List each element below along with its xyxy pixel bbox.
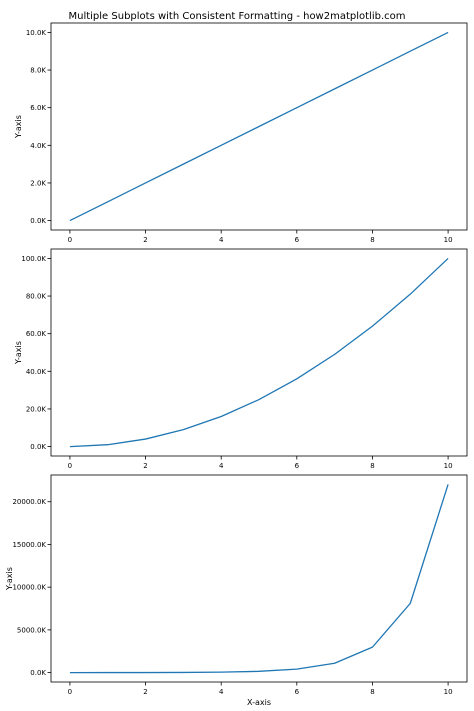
x-tick-label: 6 <box>295 462 300 470</box>
figure-title: Multiple Subplots with Consistent Format… <box>68 11 406 22</box>
x-tick-label: 2 <box>143 688 147 696</box>
subplot-1: 0 2 4 6 8 10 0.0K 2.0K 4.0K 6.0K 8.0K 10.0K Y-axis <box>14 22 468 244</box>
y-tick-label: 5000.0K <box>17 626 46 634</box>
y-tick-label: 0.0K <box>30 443 46 451</box>
y-tick-label: 4.0K <box>30 142 46 150</box>
y-axis-label: Y-axis <box>14 115 23 139</box>
x-tick-label: 0 <box>68 462 72 470</box>
series-line-1 <box>69 257 449 448</box>
series-line-1 <box>69 31 449 222</box>
x-tick-label: 10 <box>444 236 453 244</box>
subplot-2: 0 2 4 6 8 100.0K20.0K40.0K60.0K80.0K100.0KY-a… <box>14 248 468 470</box>
x-tick-label: 4 <box>219 236 224 244</box>
axes-frame <box>50 22 468 231</box>
x-tick-label: 10 <box>444 462 453 470</box>
y-tick-label: 20000.0K <box>12 498 46 506</box>
x-tick-label: 4 <box>219 688 224 696</box>
x-tick-label: 6 <box>295 236 300 244</box>
y-axis-label: Y-axis <box>14 341 23 365</box>
series-line-1 <box>69 484 449 674</box>
x-tick-label: 2 <box>143 462 147 470</box>
x-tick-label: 2 <box>143 236 147 244</box>
y-tick-label: 0.0K <box>30 669 46 677</box>
y-tick-label: 20.0K <box>26 405 47 413</box>
x-axis-label: X-axis <box>247 698 271 707</box>
y-tick-label: 60.0K <box>26 330 47 338</box>
y-tick-label: 2.0K <box>30 179 46 187</box>
y-tick-label: 6.0K <box>30 104 46 112</box>
y-tick-label: 15000.0K <box>12 541 46 549</box>
y-tick-label: 40.0K <box>26 368 47 376</box>
axes-frame <box>50 248 468 457</box>
y-tick-label: 10000.0K <box>12 584 46 592</box>
y-tick-label: 10.0K <box>26 29 47 37</box>
subplot-3: 0 2 4 6 8 10 0.0K 5000.0K 10000.0K 15000.0K 20000.… <box>5 474 468 707</box>
y-tick-label: 80.0K <box>26 293 47 301</box>
x-tick-label: 10 <box>444 688 453 696</box>
axes-frame <box>50 474 468 683</box>
y-axis-label: Y-axis <box>5 567 14 591</box>
y-tick-label: 100.0K <box>21 255 46 263</box>
x-tick-label: 8 <box>370 462 374 470</box>
x-tick-label: 0 <box>68 236 72 244</box>
x-tick-label: 8 <box>370 688 374 696</box>
x-tick-label: 8 <box>370 236 374 244</box>
y-tick-label: 8.0K <box>30 67 46 75</box>
x-tick-label: 6 <box>295 688 300 696</box>
x-tick-label: 0 <box>68 688 72 696</box>
y-tick-label: 0.0K <box>30 217 46 225</box>
x-tick-label: 4 <box>219 462 224 470</box>
